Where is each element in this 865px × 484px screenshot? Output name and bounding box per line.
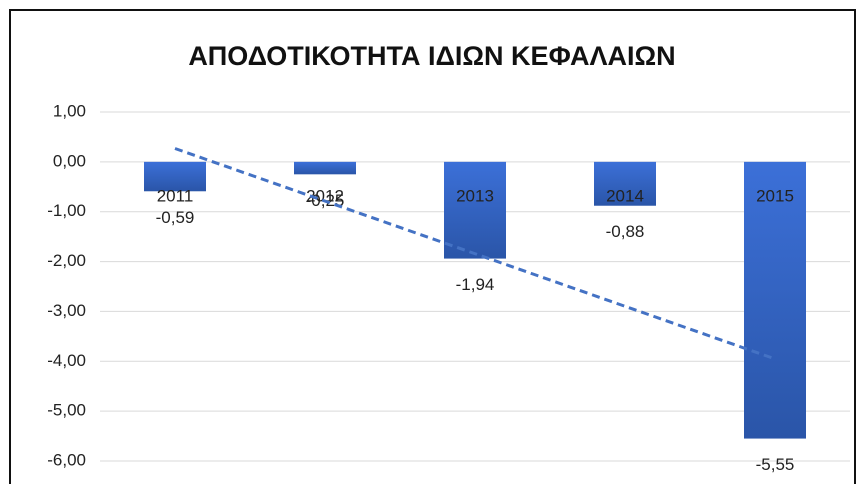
bar (594, 161, 656, 206)
data-label: -1,94 (456, 275, 495, 294)
category-label: 2012 (306, 186, 344, 205)
y-tick-label: -1,00 (47, 201, 86, 220)
category-label: 2011 (157, 186, 194, 205)
y-tick-label: -5,00 (47, 401, 86, 420)
category-label: 2014 (606, 186, 644, 205)
chart-title: ΑΠΟΔΟΤΙΚΟΤΗΤΑ ΙΔΙΩΝ ΚΕΦΑΛΑΙΩΝ (188, 41, 675, 71)
y-tick-label: -6,00 (47, 450, 86, 469)
data-label: -0,59 (156, 208, 195, 227)
y-tick-label: -3,00 (47, 301, 86, 320)
y-tick-label: 0,00 (53, 151, 86, 170)
y-tick-label: -2,00 (47, 251, 86, 270)
data-label: -5,55 (756, 455, 795, 474)
bar (744, 161, 806, 439)
category-label: 2015 (756, 186, 794, 205)
bar (444, 161, 506, 259)
category-label: 2013 (456, 186, 494, 205)
y-tick-label: 1,00 (53, 101, 86, 120)
data-label: -0,88 (606, 222, 645, 241)
chart-border (9, 9, 856, 484)
bar (144, 161, 206, 192)
trendline (174, 147, 776, 361)
bar (294, 161, 356, 175)
y-tick-label: -4,00 (47, 351, 86, 370)
